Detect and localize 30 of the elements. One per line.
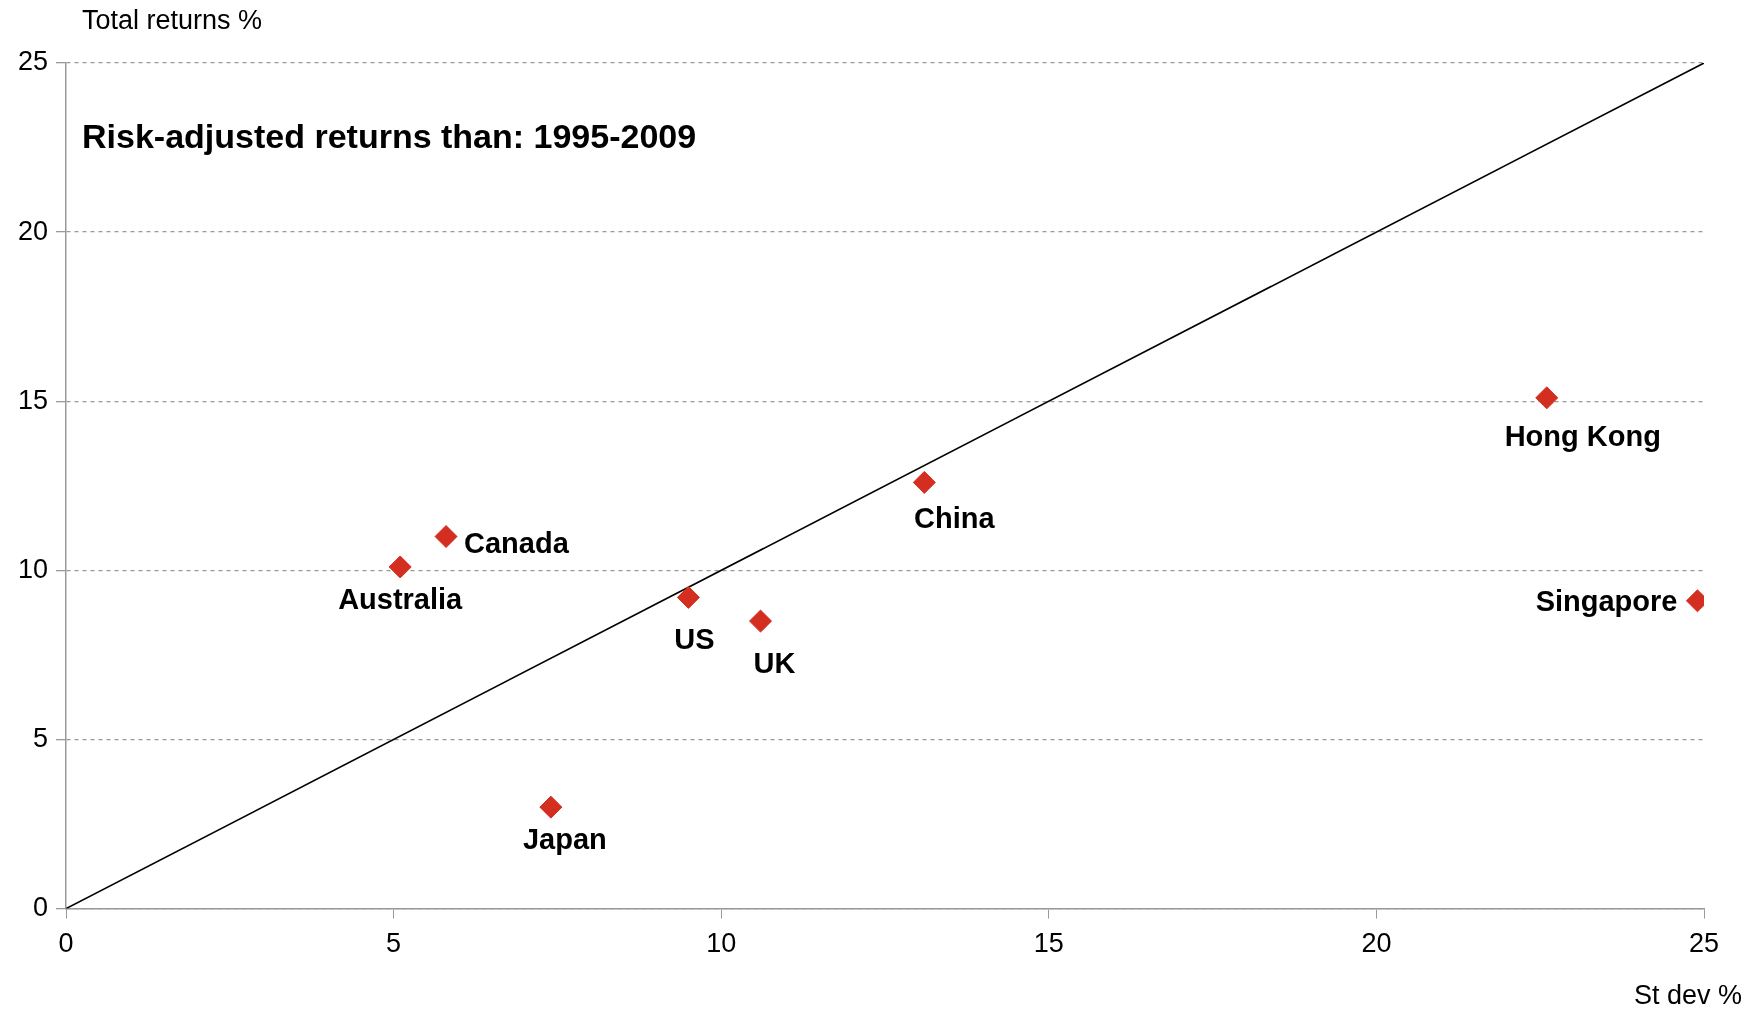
y-tick-label: 25 [17, 46, 49, 77]
x-tick-label: 25 [1688, 928, 1720, 959]
point [749, 609, 773, 633]
y-axis-title: Total returns % [82, 5, 263, 36]
x-tick-label: 10 [706, 928, 737, 959]
annotation: US [674, 623, 715, 656]
y-tick-label: 0 [33, 892, 49, 923]
annotation: Canada [464, 526, 570, 559]
annotation: Australia [338, 582, 464, 615]
point [676, 585, 700, 609]
point [1535, 386, 1559, 410]
x-tick-label: 0 [58, 928, 74, 959]
point [912, 470, 936, 494]
annotation: UK [753, 647, 796, 680]
annotation: Singapore [1535, 584, 1678, 617]
text: Risk-adjusted returns than: 1995-2009 [82, 117, 697, 156]
y-tick-label: 15 [17, 384, 49, 415]
x-axis-title: St dev % [1633, 980, 1742, 1011]
x-tick-label: 20 [1361, 928, 1392, 959]
annotation: Hong Kong [1504, 419, 1661, 452]
point [539, 795, 563, 819]
y-tick-label: 20 [17, 215, 49, 246]
x-tick-label: 5 [386, 928, 402, 959]
annotation: China [914, 502, 996, 535]
point [434, 525, 458, 549]
x-tick-label: 15 [1033, 928, 1064, 959]
y-tick-label: 5 [33, 722, 49, 753]
point [388, 555, 412, 579]
annotation: Japan [522, 823, 607, 856]
y-tick-label: 10 [17, 553, 49, 584]
